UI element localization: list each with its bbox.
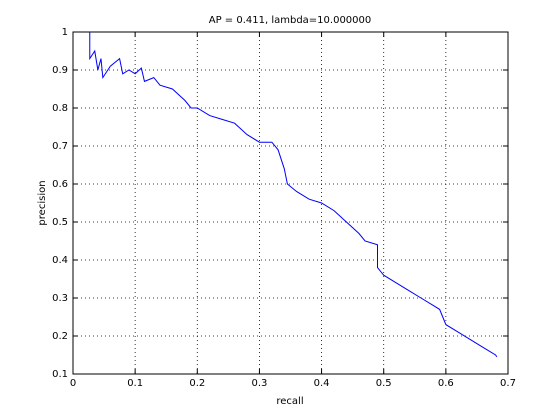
y-tick-label: 0.9: [52, 65, 68, 76]
x-tick-label: 0.1: [127, 378, 143, 389]
y-tick-label: 0.6: [52, 179, 68, 190]
x-tick-label: 0.5: [376, 378, 392, 389]
y-tick-label: 0.8: [52, 103, 68, 114]
x-tick-label: 0.7: [500, 378, 516, 389]
x-tick-label: 0.2: [189, 378, 205, 389]
y-tick-label: 0.2: [52, 331, 68, 342]
x-tick-label: 0.4: [314, 378, 330, 389]
y-axis-label: precision: [37, 180, 48, 225]
x-axis-label: recall: [276, 396, 303, 407]
y-tick-label: 0.5: [52, 217, 68, 228]
y-tick-label: 0.4: [52, 255, 68, 266]
y-tick-label: 1: [62, 27, 68, 38]
x-tick-label: 0.3: [251, 378, 267, 389]
y-tick-label: 0.1: [52, 369, 68, 380]
y-tick-label: 0.3: [52, 293, 68, 304]
x-tick-label: 0: [70, 378, 76, 389]
pr-curve: [89, 32, 498, 358]
chart-title: AP = 0.411, lambda=10.000000: [209, 15, 372, 26]
axes-box: [72, 31, 509, 375]
x-tick-label: 0.6: [438, 378, 454, 389]
y-tick-label: 0.7: [52, 141, 68, 152]
